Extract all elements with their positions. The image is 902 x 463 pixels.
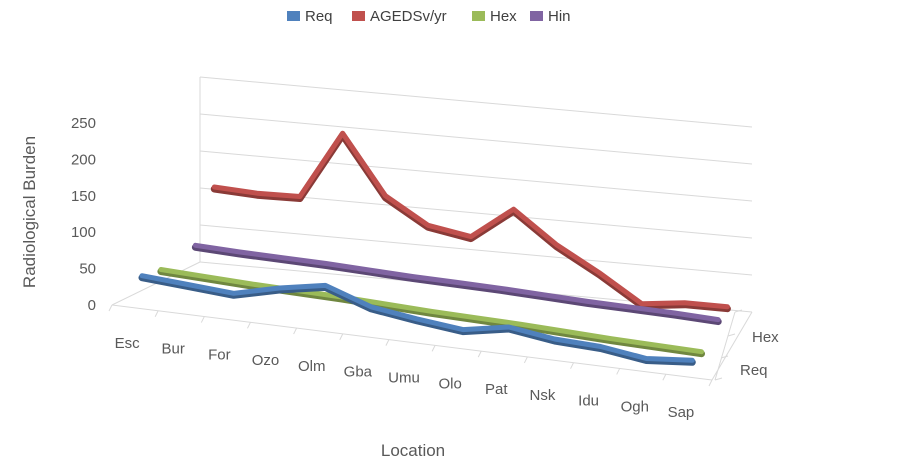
gridline-50 [199,224,753,276]
depth-tick-mark [727,333,736,337]
x-tick-mark [339,333,344,341]
depth-tick-mark [720,355,729,359]
y-axis-title: Radiological Burden [20,136,39,288]
x-tick-pat: Pat [485,381,508,398]
y-tick-150: 150 [71,188,96,205]
y-tick-100: 100 [71,224,96,241]
x-tick-mark [616,368,621,375]
legend-swatch-req [287,11,300,21]
legend-swatch-agedsv-yr [352,11,365,21]
x-tick-idu: Idu [578,393,599,410]
series-hex [157,267,705,358]
x-tick-mark [108,304,113,312]
legend-item-hex: Hex [472,8,517,25]
x-tick-olo: Olo [438,375,461,392]
x-tick-esc: Esc [115,335,141,352]
x-tick-mark [431,345,436,352]
x-tick-olm: Olm [298,358,326,375]
x-tick-sap: Sap [668,404,695,421]
depth-label-hex: Hex [752,329,779,346]
x-tick-for: For [208,346,231,363]
x-tick-ogh: Ogh [621,398,649,415]
series-hin [191,242,722,326]
x-axis-title: Location [381,441,445,460]
y-tick-50: 50 [79,261,96,278]
legend-label-req: Req [305,8,333,25]
series-agedsv-yr [210,130,731,313]
x-tick-mark [662,374,667,381]
x-tick-gba: Gba [344,364,373,381]
legend-label-hex: Hex [490,8,517,25]
front-floor-edge [111,304,713,381]
legend-swatch-hex [472,11,485,21]
depth-axis [714,311,736,381]
label-layer: Radiological Burden Location 0 50 100 150 20… [20,115,779,460]
legend-swatch-hin [530,11,543,21]
y-tick-250: 250 [71,115,96,132]
x-tick-bur: Bur [162,341,185,358]
gridline-200 [199,113,753,165]
depth-tick-mark [734,309,743,313]
x-tick-mark [293,327,298,335]
series-layer [138,130,731,366]
depth-tick-mark [714,377,723,381]
legend-item-hin: Hin [530,8,571,25]
x-tick-mark [247,322,251,329]
x-tick-mark [385,339,390,346]
x-tick-mark [523,356,528,364]
legend: Req AGEDSv/yr Hex Hin [287,8,571,25]
series-line-hin [192,242,721,323]
floor-layer [108,261,753,387]
gridline-150 [199,150,753,202]
x-tick-ozo: Ozo [252,352,280,369]
x-tick-mark [477,350,482,358]
y-tick-200: 200 [71,151,96,168]
x-tick-mark [200,316,205,323]
x-tick-mark [570,362,574,369]
x-tick-nsk: Nsk [530,387,556,404]
legend-label-agedsv-yr: AGEDSv/yr [370,8,447,25]
legend-item-agedsv-yr: AGEDSv/yr [352,8,447,25]
depth-label-req: Req [740,362,768,379]
legend-label-hin: Hin [548,8,571,25]
x-tick-mark [154,310,159,317]
y-tick-0: 0 [88,297,96,314]
x-tick-mark [708,379,713,387]
x-tick-umu: Umu [388,370,420,387]
series-req [138,273,696,366]
gridline-250 [199,76,753,128]
legend-item-req: Req [287,8,333,25]
